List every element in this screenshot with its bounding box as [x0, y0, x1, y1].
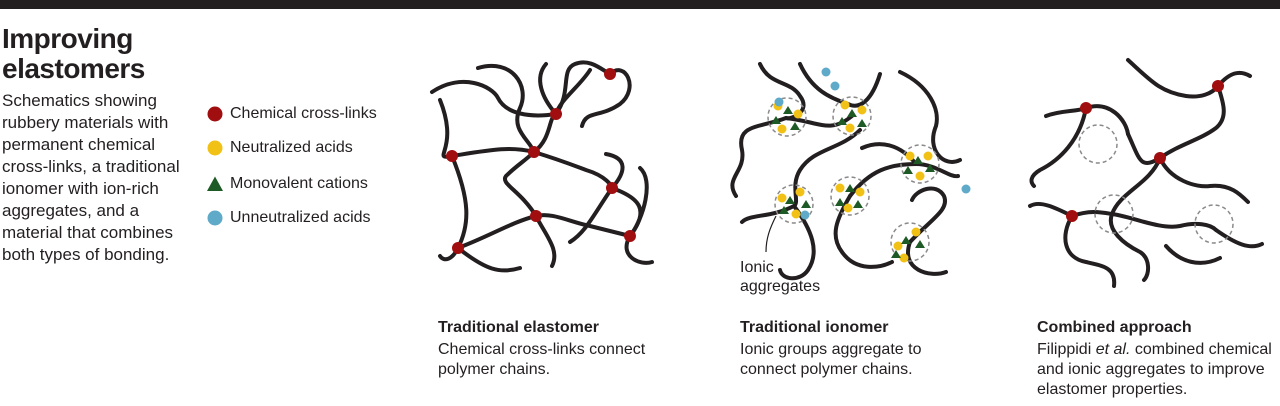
polymer-chain [908, 186, 948, 244]
polymer-chain [438, 68, 592, 159]
legend-label: Monovalent cations [230, 175, 368, 192]
polymer-chain [430, 60, 632, 128]
green-triangle-icon [207, 176, 223, 191]
unneutralized-acid-dot [830, 81, 840, 91]
legend-item-neutralized-acids: Neutralized acids [205, 136, 353, 160]
ionic-aggregate [900, 144, 940, 184]
caption-title: Traditional elastomer [438, 319, 599, 336]
polymer-chain [1029, 106, 1088, 188]
unneutralized-acid-dot [774, 97, 784, 107]
polymer-chain [1028, 201, 1074, 218]
figure-intro: Schematics showing rubbery materials wit… [2, 91, 180, 264]
polymer-chain [438, 154, 469, 262]
unneutralized-acid-dot [800, 210, 810, 220]
ionic-aggregates-annotation: Ionic aggregates [740, 259, 821, 295]
polymer-chain [833, 194, 894, 269]
caption-et-al: et al. [1095, 341, 1131, 358]
caption-traditional-elastomer: Traditional elastomer Chemical cross-lin… [438, 318, 688, 380]
ionic-aggregate [767, 97, 807, 137]
caption-text: Ionic groups aggregate to connect polyme… [740, 341, 922, 378]
blue-circle-icon [207, 210, 223, 226]
cross-link-dot [1066, 210, 1078, 222]
polymer-chain [456, 213, 632, 250]
polymer-chain [906, 240, 948, 276]
legend-item-chemical-cross-links: Chemical cross-links [205, 102, 377, 126]
elastomer-schematic [430, 60, 654, 273]
polymer-chain [568, 186, 614, 244]
polymer-chain [628, 166, 649, 238]
legend-label: Neutralized acids [230, 139, 353, 156]
caption-title: Traditional ionomer [740, 319, 889, 336]
polymer-chain [1063, 214, 1117, 288]
cross-link-dot [530, 210, 542, 222]
caption-author: Filippidi [1037, 341, 1092, 358]
cross-link-dot [446, 150, 458, 162]
combined-aggregates [1078, 124, 1234, 244]
aggregate-pointer-line [765, 215, 777, 253]
caption-combined-approach: Combined approach Filippidi et al. combi… [1037, 318, 1280, 400]
cross-link-dot [452, 242, 464, 254]
polymer-chain [798, 62, 882, 108]
polymer-chain [1126, 58, 1252, 99]
caption-title: Combined approach [1037, 319, 1192, 336]
cross-link-dot [528, 146, 540, 158]
schematic-svg [430, 58, 1264, 288]
legend-item-unneutralized-acids: Unneutralized acids [205, 206, 371, 230]
unneutralized-acids [774, 67, 971, 220]
schematic-diagrams [405, 55, 1280, 305]
polymer-chain [784, 114, 854, 128]
combined-schematic [1028, 58, 1264, 288]
polymer-chain [502, 150, 538, 218]
ionic-aggregate [774, 184, 814, 224]
polymer-chain [538, 62, 558, 116]
polymer-chain [778, 204, 816, 281]
polymer-chain [1214, 228, 1264, 249]
caption-text: Chemical cross-links connect polymer cha… [438, 341, 646, 378]
polymer-chain [1070, 210, 1218, 232]
caption-text: Filippidi et al. combined chemical and i… [1037, 340, 1280, 400]
polymer-chain [740, 128, 862, 224]
combined-cross-links [1066, 80, 1224, 222]
caption-traditional-ionomer: Traditional ionomer Ionic groups aggrega… [740, 318, 990, 380]
polymer-chain [1108, 156, 1162, 282]
ionic-aggregate [890, 222, 930, 263]
polymer-chain [898, 70, 962, 164]
cross-link-dot [1080, 102, 1092, 114]
polymer-chain [534, 214, 557, 268]
polymer-chain [1164, 244, 1222, 265]
legend-item-monovalent-cations: Monovalent cations [205, 172, 368, 196]
cross-link-dot [604, 68, 616, 80]
polymer-chain [456, 246, 522, 273]
unneutralized-acid-dot [961, 184, 971, 194]
ionic-aggregates [767, 96, 940, 263]
yellow-circle-icon [207, 140, 223, 156]
cross-link-dot [624, 230, 636, 242]
cross-link-dot [1212, 80, 1224, 92]
top-rule [0, 0, 1280, 9]
ionic-aggregate [830, 176, 870, 216]
cross-link-dot [1154, 152, 1166, 164]
legend-label: Unneutralized acids [230, 209, 371, 226]
chemical-cross-links [446, 68, 636, 254]
cross-link-dot [606, 182, 618, 194]
polymer-chain [1158, 156, 1250, 204]
polymer-chain [1126, 84, 1226, 165]
figure-title: Improving elastomers [2, 23, 145, 84]
ionic-aggregate [832, 96, 872, 136]
unneutralized-acid-dot [821, 67, 831, 77]
ionic-aggregate-outline [1078, 124, 1118, 164]
legend-label: Chemical cross-links [230, 105, 377, 122]
red-circle-icon [207, 106, 223, 122]
ionic-aggregate-outline [1094, 194, 1134, 234]
caption-rest: combined chemical and ionic aggregates t… [1037, 341, 1272, 398]
cross-link-dot [550, 108, 562, 120]
ionic-aggregate-outline [1194, 204, 1234, 244]
